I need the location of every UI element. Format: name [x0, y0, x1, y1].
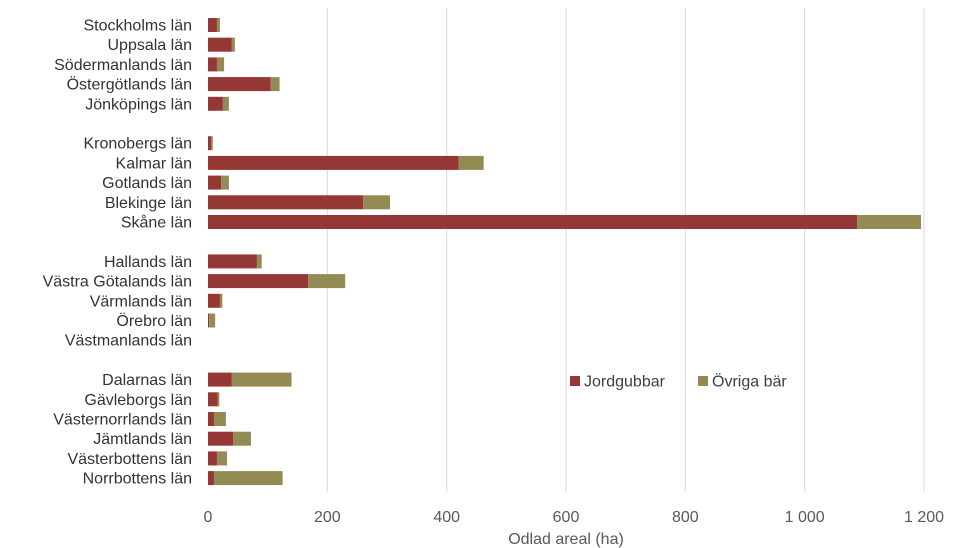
bar-segment: [208, 77, 271, 92]
category-label: Västernorrlands län: [53, 412, 192, 429]
bar-segment: [219, 293, 223, 308]
bar-segment: [208, 215, 858, 229]
bar-segment: [256, 254, 262, 269]
bar-segment: [221, 175, 229, 190]
bar-segment: [217, 392, 220, 407]
bar-segment: [208, 431, 234, 446]
category-label: Västra Götalands län: [43, 274, 192, 291]
bar-segment: [857, 215, 922, 229]
x-tick-label: 800: [672, 509, 699, 526]
bar-segment: [208, 37, 232, 52]
x-tick-label: 0: [204, 509, 213, 526]
bar-segment: [208, 313, 210, 328]
category-label: Stockholms län: [84, 18, 193, 35]
bar-segment: [208, 57, 217, 72]
category-label: Dalarnas län: [102, 372, 192, 389]
bar-segment: [213, 471, 283, 486]
bar-segment: [208, 412, 214, 426]
category-label: Kalmar län: [116, 155, 192, 172]
bar-segment: [308, 274, 346, 289]
bar-segment: [208, 254, 257, 269]
bar-segment: [210, 136, 213, 151]
bar-segment: [222, 96, 229, 111]
x-tick-label: 600: [553, 509, 580, 526]
legend-label: Jordgubbar: [584, 374, 666, 391]
x-tick-label: 1 200: [904, 509, 944, 526]
bar-segment: [231, 37, 235, 52]
x-tick-labels: 0 200 400 600 800 1 000 1 200: [204, 509, 945, 526]
x-tick-label: 200: [314, 509, 341, 526]
category-label: Norrbottens län: [83, 471, 192, 488]
bar-segment: [208, 136, 211, 151]
bar-segment: [213, 412, 226, 426]
category-label: Kronobergs län: [83, 136, 192, 153]
bar-segment: [270, 77, 280, 92]
category-label: Gotlands län: [102, 175, 192, 192]
grid-lines: [326, 8, 925, 492]
x-tick-label: 1 000: [785, 509, 825, 526]
x-axis-title: Odlad areal (ha): [508, 531, 624, 548]
bar-segment: [208, 175, 222, 190]
bar-segment: [458, 155, 484, 170]
legend-label: Övriga bär: [712, 373, 787, 391]
category-label: Västerbottens län: [67, 451, 192, 468]
bar-segment: [216, 57, 225, 72]
category-label: Värmlands län: [90, 293, 192, 310]
legend-swatch: [570, 376, 580, 386]
category-label: Jönköpings län: [85, 96, 192, 113]
bar-segment: [208, 451, 217, 466]
category-label: Södermanlands län: [54, 57, 192, 74]
category-label: Västmanlands län: [65, 333, 192, 350]
bar-segment: [208, 155, 459, 170]
category-label: Jämtlands län: [93, 431, 192, 448]
bar-segment: [363, 195, 390, 210]
bar-segment: [208, 274, 309, 289]
bar-segment: [208, 471, 214, 486]
bar-segment: [216, 18, 220, 32]
category-label: Blekinge län: [105, 195, 192, 212]
category-labels: Stockholms län Uppsala län Södermanlands l…: [43, 18, 192, 488]
legend-swatch: [698, 376, 708, 386]
x-tick-label: 400: [433, 509, 460, 526]
bar-segment: [208, 392, 218, 407]
bars: [208, 18, 922, 486]
legend: Jordgubbar Övriga bär: [570, 373, 787, 391]
category-label: Örebro län: [116, 312, 192, 330]
category-label: Skåne län: [121, 214, 192, 232]
bar-segment: [208, 18, 217, 32]
category-label: Uppsala län: [108, 37, 193, 54]
bar-segment: [209, 313, 216, 328]
bar-segment: [208, 293, 220, 308]
category-label: Hallands län: [104, 254, 192, 271]
bar-segment: [233, 431, 251, 446]
category-label: Gävleborgs län: [84, 392, 192, 409]
bar-segment: [208, 96, 223, 111]
category-label: Östergötlands län: [67, 76, 192, 94]
bar-segment: [216, 451, 228, 466]
bar-segment: [208, 195, 364, 210]
bar-segment: [231, 372, 292, 387]
bar-segment: [208, 372, 232, 387]
